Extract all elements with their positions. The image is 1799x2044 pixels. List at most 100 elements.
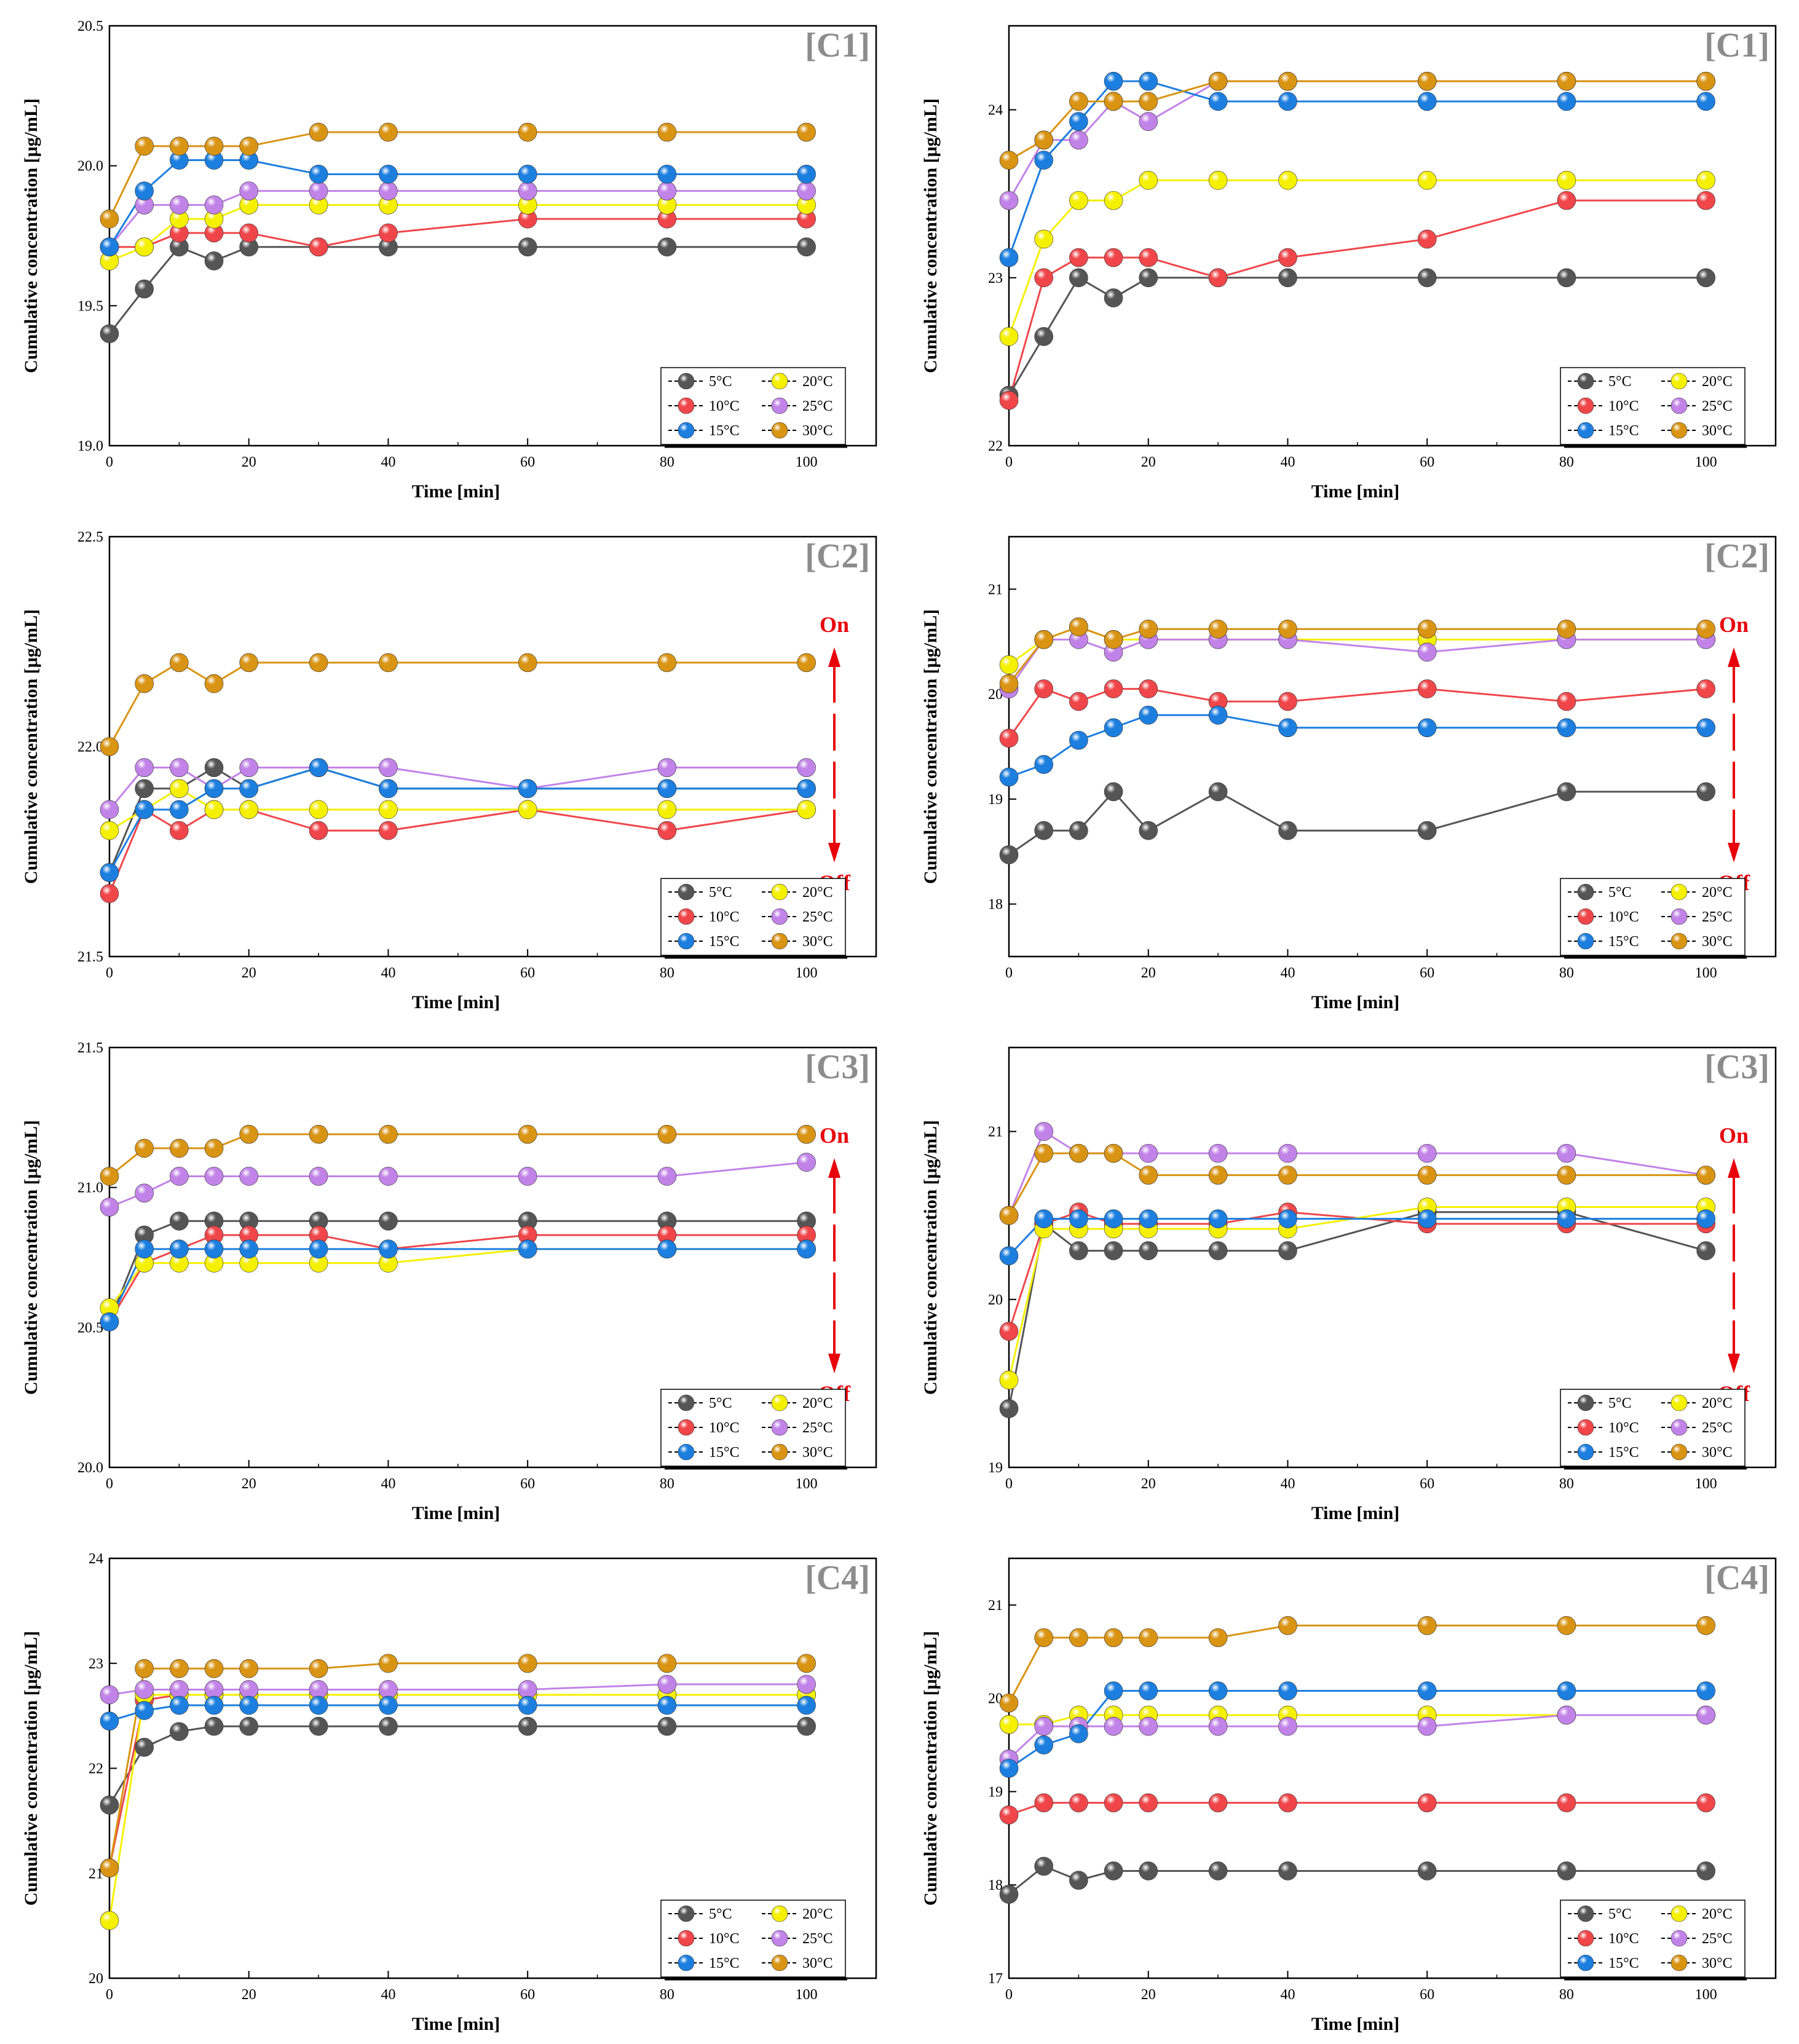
chart2-point-5c-1 [1034, 327, 1053, 346]
chart-panel-1: 0 20 40 60 80 100 19.0 19.5 20.0 20.5 Time [min] Cu… [0, 0, 900, 511]
chart2-point-30c-7 [1417, 71, 1437, 91]
chart2-point-10c-2 [1069, 248, 1088, 267]
chart2-legend-label-10c: 10°C [1608, 398, 1639, 414]
chart-c1-right: 0 20 40 60 80 100 22 23 24 Time [min] Cumulative c… [920, 25, 1777, 502]
chart8-y-tick-label-2: 19 [988, 1784, 1003, 1800]
chart7-point-30c-3 [204, 1659, 224, 1678]
chart6-line-25c [1008, 1130, 1706, 1216]
chart1-x-axis-label: Time [min] [412, 481, 500, 502]
chart5-point-15c-8 [657, 1239, 677, 1259]
chart8-legend-label-30c: 30°C [1702, 1955, 1733, 1971]
chart1-point-15c-0 [100, 237, 119, 257]
chart-c2-left: 0 20 40 60 80 100 21.5 22.0 22.5 Time [min] Cumula… [21, 529, 877, 1012]
chart1-line-5c [108, 245, 807, 334]
chart6-x-tick-label-2: 40 [1280, 1476, 1295, 1492]
chart4-x-tick-label-5: 100 [1695, 965, 1717, 981]
chart8-legend-marker-10c [1577, 1930, 1594, 1947]
chart8-point-30c-9 [1696, 1616, 1715, 1635]
chart5-on-label: On [820, 1123, 849, 1148]
chart3-point-20c-9 [797, 800, 816, 819]
chart6-x-tick-label-5: 100 [1695, 1476, 1717, 1492]
chart2-point-5c-7 [1417, 268, 1437, 288]
chart3-point-20c-3 [204, 800, 224, 819]
chart3-point-25c-4 [239, 758, 259, 777]
chart7-line-25c [109, 1683, 807, 1696]
chart5-legend-marker-30c [771, 1443, 788, 1461]
chart8-legend-label-5c: 5°C [1608, 1906, 1632, 1922]
chart2-point-30c-2 [1069, 92, 1088, 111]
chart4-point-5c-4 [1139, 821, 1158, 840]
chart8-point-10c-0 [999, 1805, 1019, 1825]
chart4-point-30c-1 [1034, 630, 1053, 649]
chart2-point-5c-9 [1696, 268, 1715, 288]
chart3-point-15c-1 [135, 800, 154, 819]
chart8-point-5c-4 [1139, 1861, 1158, 1880]
chart2-line-5c [1008, 276, 1706, 396]
chart5-point-5c-6 [379, 1212, 398, 1231]
chart8-legend-marker-15c [1577, 1954, 1594, 1971]
chart1-point-10c-6 [379, 223, 398, 243]
chart4-point-10c-4 [1139, 679, 1158, 698]
chart7-point-30c-1 [135, 1659, 154, 1678]
chart5-legend-marker-10c [678, 1419, 695, 1436]
chart1-point-15c-9 [797, 165, 816, 184]
chart2-point-30c-9 [1696, 71, 1715, 91]
chart7-point-5c-5 [309, 1716, 328, 1736]
chart-panel-5: 0 20 40 60 80 100 20.0 20.5 21.0 21.5 Time [min] Cu… [0, 1022, 900, 1533]
chart4-point-15c-6 [1278, 718, 1297, 738]
chart4-point-20c-0 [999, 655, 1019, 674]
chart7-x-tick-label-4: 80 [660, 1987, 674, 2003]
chart7-point-25c-0 [100, 1685, 119, 1705]
chart5-x-tick-label-1: 20 [242, 1476, 256, 1492]
chart6-point-15c-3 [1104, 1209, 1123, 1228]
chart3-point-20c-7 [518, 800, 537, 819]
chart6-point-30c-9 [1696, 1166, 1715, 1185]
chart6-point-30c-6 [1278, 1166, 1297, 1185]
chart5-point-30c-1 [135, 1138, 154, 1158]
chart8-point-5c-8 [1557, 1861, 1576, 1880]
chart8-point-30c-0 [999, 1693, 1019, 1713]
chart5-point-30c-6 [379, 1124, 398, 1144]
chart2-legend-marker-5c [1577, 373, 1594, 390]
chart7-line-15c [109, 1704, 807, 1722]
chart5-onoff-arrow-up [828, 1158, 840, 1178]
chart5-legend-label-15c: 15°C [709, 1445, 740, 1461]
chart7-legend-marker-30c [771, 1954, 788, 1971]
chart4-point-10c-8 [1557, 692, 1576, 711]
chart7-legend-label-30c: 30°C [802, 1955, 833, 1971]
chart1-legend-label-20c: 20°C [802, 374, 833, 390]
chart6-point-15c-7 [1417, 1209, 1437, 1228]
chart6-line-15c [1008, 1218, 1706, 1257]
chart6-legend-marker-30c [1671, 1443, 1688, 1461]
chart6-point-5c-6 [1278, 1241, 1297, 1260]
chart5-point-15c-4 [239, 1239, 259, 1259]
chart8-point-30c-5 [1208, 1628, 1228, 1647]
chart3-legend-marker-25c [771, 908, 788, 925]
chart3-point-5c-3 [204, 758, 224, 777]
chart6-point-5c-5 [1208, 1241, 1228, 1260]
chart1-point-30c-1 [135, 136, 154, 156]
chart8-line-15c [1008, 1690, 1706, 1769]
chart5-point-30c-5 [309, 1124, 328, 1144]
chart2-point-30c-4 [1139, 92, 1158, 111]
chart6-legend-marker-20c [1671, 1394, 1688, 1411]
chart8-line-25c [1008, 1714, 1706, 1760]
chart4-legend-label-25c: 25°C [1702, 909, 1733, 925]
chart2-legend-marker-15c [1577, 422, 1594, 439]
chart3-point-30c-0 [100, 737, 119, 756]
chart1-point-30c-5 [309, 122, 328, 142]
chart7-x-axis-label: Time [min] [412, 2014, 500, 2034]
chart6-point-15c-2 [1069, 1209, 1088, 1228]
chart6-point-15c-4 [1139, 1209, 1158, 1228]
chart8-point-25c-1 [1034, 1716, 1053, 1736]
chart7-point-30c-8 [657, 1654, 677, 1673]
chart6-point-5c-3 [1104, 1241, 1123, 1260]
chart7-point-5c-3 [204, 1716, 224, 1736]
chart3-point-30c-5 [309, 653, 328, 673]
chart6-point-5c-0 [999, 1399, 1019, 1418]
chart1-legend-marker-20c [771, 373, 788, 390]
chart8-point-5c-0 [999, 1885, 1019, 1904]
chart2-point-15c-6 [1278, 92, 1297, 111]
